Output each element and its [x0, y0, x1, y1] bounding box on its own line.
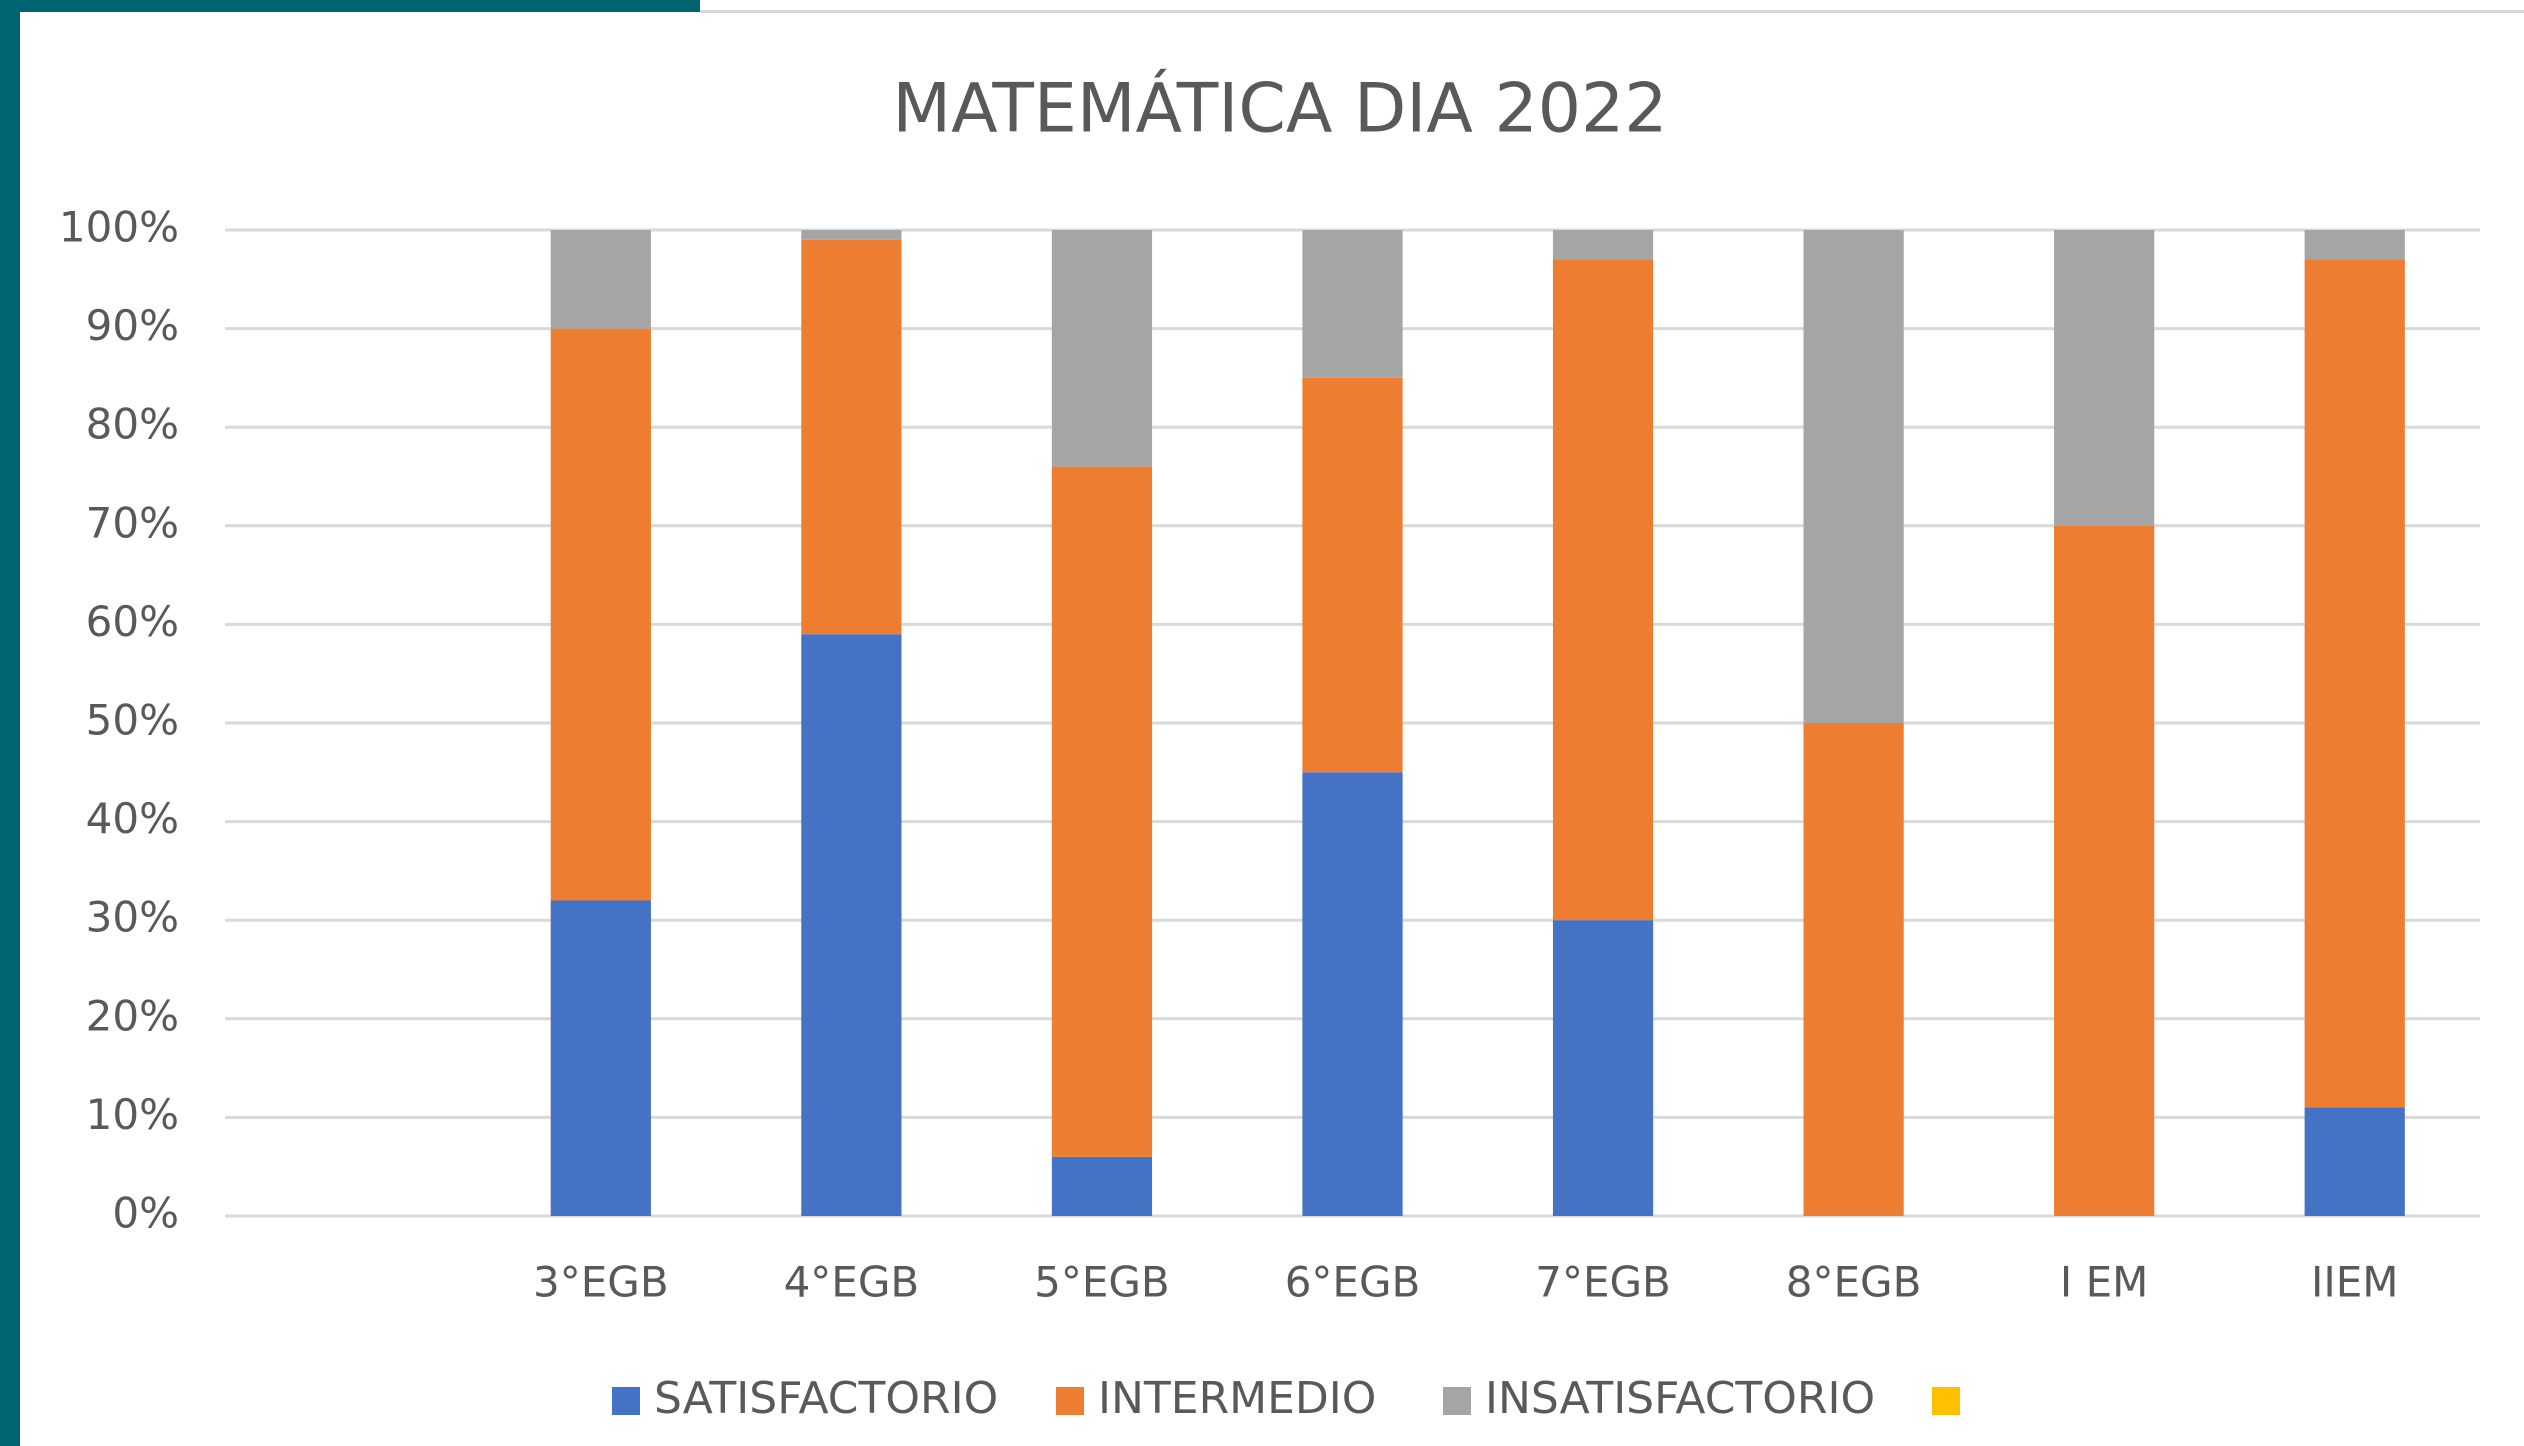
x-tick-label: 6°EGB	[1285, 1258, 1421, 1307]
bar-segment	[1302, 377, 1403, 773]
bar-segment	[1051, 466, 1153, 1157]
bar-segment	[550, 230, 651, 329]
x-tick-label: 7°EGB	[1535, 1258, 1671, 1307]
y-tick-label: 100%	[59, 203, 179, 252]
side-border	[0, 0, 20, 1446]
y-tick-label: 90%	[86, 301, 179, 350]
bar-segment	[550, 900, 651, 1216]
bar-segment	[1302, 230, 1403, 378]
x-tick-label: 5°EGB	[1034, 1258, 1170, 1307]
x-tick-label: IIEM	[2311, 1258, 2399, 1307]
bar-segment	[1803, 230, 1904, 723]
bar-segment	[801, 230, 902, 240]
bar-segment	[550, 328, 651, 901]
legend-swatch	[1056, 1387, 1084, 1415]
bar-segment	[2304, 230, 2405, 260]
bar-segment	[1552, 920, 1654, 1216]
x-tick-label: 3°EGB	[533, 1258, 669, 1307]
bar-segment	[2054, 525, 2155, 1216]
legend-swatch	[1932, 1387, 1960, 1415]
y-tick-label: 40%	[86, 794, 179, 843]
legend-swatch	[612, 1387, 640, 1415]
bar-segment	[2054, 230, 2155, 526]
y-tick-label: 30%	[86, 893, 179, 942]
bar-segment	[801, 634, 902, 1216]
y-tick-label: 80%	[86, 400, 179, 449]
chart-title: MATEMÁTICA DIA 2022	[892, 69, 1667, 149]
bar-segment	[2304, 1107, 2405, 1216]
legend-label: INSATISFACTORIO	[1485, 1373, 1875, 1424]
bar-segment	[2304, 259, 2405, 1108]
top-border	[0, 0, 700, 12]
y-tick-label: 0%	[112, 1189, 179, 1238]
bar-segment	[1302, 772, 1403, 1216]
y-tick-label: 10%	[86, 1090, 179, 1139]
x-tick-label: 8°EGB	[1786, 1258, 1922, 1307]
bar-segment	[1051, 230, 1153, 467]
x-tick-label: I EM	[2060, 1258, 2149, 1307]
bar-segment	[1552, 259, 1654, 921]
y-tick-label: 50%	[86, 696, 179, 745]
legend-swatch	[1443, 1387, 1471, 1415]
bar-segment	[801, 239, 902, 635]
bar-segment	[1051, 1156, 1153, 1216]
y-tick-label: 70%	[86, 498, 179, 547]
legend-label: INTERMEDIO	[1098, 1373, 1376, 1424]
y-tick-label: 20%	[86, 991, 179, 1040]
x-tick-label: 4°EGB	[784, 1258, 920, 1307]
legend-label: SATISFACTORIO	[654, 1373, 998, 1424]
bar-segment	[1552, 230, 1654, 260]
y-tick-label: 60%	[86, 597, 179, 646]
bar-segment	[1803, 723, 1904, 1216]
top-edge	[700, 10, 2524, 13]
